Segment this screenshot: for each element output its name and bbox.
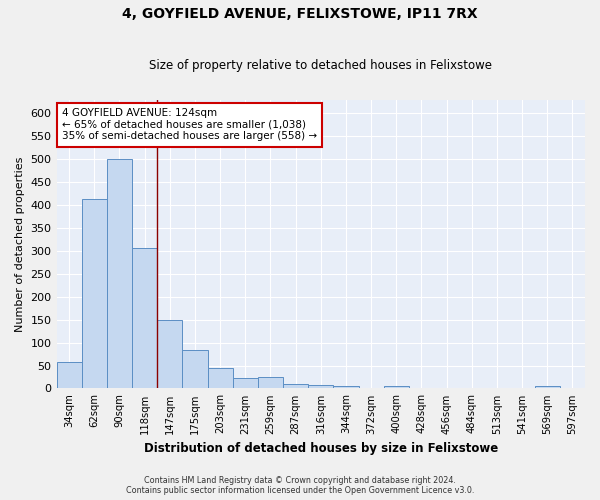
Bar	[308, 385, 334, 388]
X-axis label: Distribution of detached houses by size in Felixstowe: Distribution of detached houses by size …	[143, 442, 498, 455]
Bar	[56, 362, 82, 388]
Bar	[383, 386, 409, 388]
Y-axis label: Number of detached properties: Number of detached properties	[15, 156, 25, 332]
Bar	[334, 386, 359, 388]
Text: Contains HM Land Registry data © Crown copyright and database right 2024.
Contai: Contains HM Land Registry data © Crown c…	[126, 476, 474, 495]
Title: Size of property relative to detached houses in Felixstowe: Size of property relative to detached ho…	[149, 59, 492, 72]
Bar	[182, 350, 208, 389]
Bar	[107, 159, 132, 388]
Bar	[82, 199, 107, 388]
Bar	[535, 386, 560, 388]
Bar	[157, 320, 182, 388]
Bar	[258, 377, 283, 388]
Bar	[233, 378, 258, 388]
Bar	[208, 368, 233, 388]
Bar	[283, 384, 308, 388]
Bar	[132, 248, 157, 388]
Text: 4, GOYFIELD AVENUE, FELIXSTOWE, IP11 7RX: 4, GOYFIELD AVENUE, FELIXSTOWE, IP11 7RX	[122, 8, 478, 22]
Text: 4 GOYFIELD AVENUE: 124sqm
← 65% of detached houses are smaller (1,038)
35% of se: 4 GOYFIELD AVENUE: 124sqm ← 65% of detac…	[62, 108, 317, 142]
